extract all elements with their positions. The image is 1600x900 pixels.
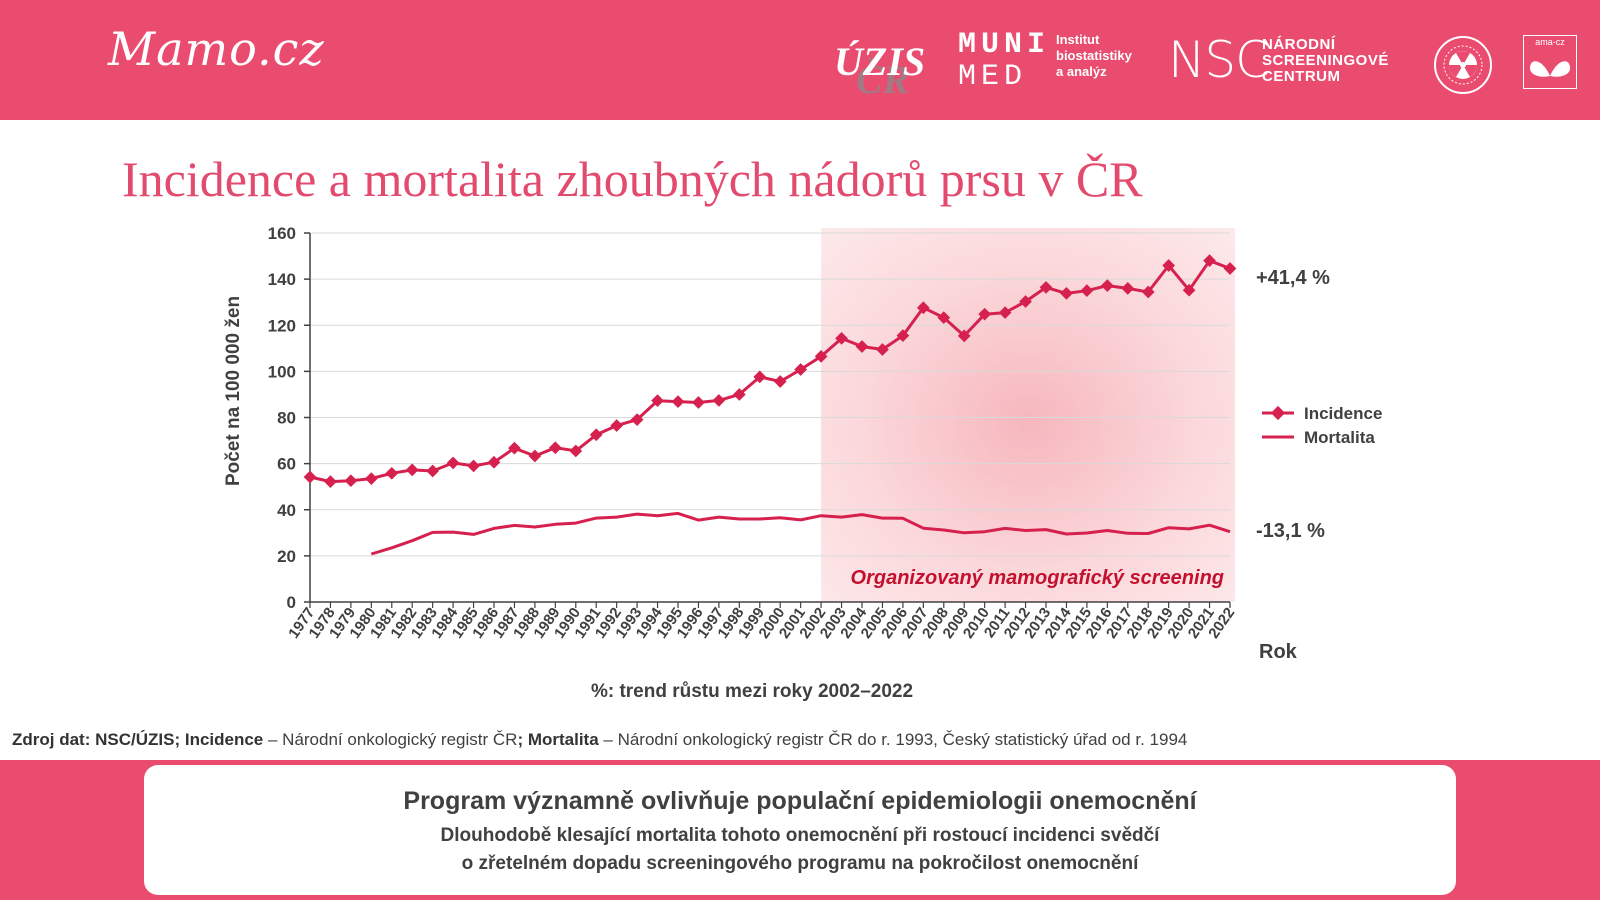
y-tick-label: 0 xyxy=(287,593,296,612)
seal-graphic xyxy=(1443,45,1483,85)
data-point-incidence xyxy=(446,456,460,470)
header-bar: Mamo.cz ČR ÚZIS MUNI MED Institut biosta… xyxy=(0,0,1600,120)
screening-label: Organizovaný mamografický screening xyxy=(851,567,1224,589)
ibia-logo-text: Institut biostatistiky a analýz xyxy=(1056,32,1132,80)
data-point-incidence xyxy=(467,459,480,473)
summary-card: Program významně ovlivňuje populační epi… xyxy=(144,765,1456,895)
data-point-incidence xyxy=(364,472,378,485)
source-mortality-text: – Národní onkologický registr ČR do r. 1… xyxy=(598,730,1188,749)
y-axis-label: Počet na 100 000 žen xyxy=(223,296,244,486)
y-tick-label: 120 xyxy=(268,316,296,335)
y-tick-label: 140 xyxy=(268,270,296,289)
data-source-note: Zdroj dat: NSC/ÚZIS; Incidence – Národní… xyxy=(12,730,1187,750)
mortality-trend-annotation: -13,1 % xyxy=(1256,520,1325,542)
nsc-line-2: SCREENINGOVÉ xyxy=(1262,52,1389,69)
summary-line-2: o zřetelném dopadu screeningového progra… xyxy=(461,853,1139,874)
data-point-incidence xyxy=(426,464,440,478)
source-mortality-label: ; Mortalita xyxy=(517,730,599,749)
y-axis-ticks: 0 20 40 60 80 100 120 140 160 xyxy=(268,224,310,612)
uzis-logo[interactable]: ČR ÚZIS xyxy=(834,38,926,102)
data-point-incidence xyxy=(487,455,501,469)
ibia-line-2: biostatistiky xyxy=(1056,48,1132,63)
ama-butterfly-icon xyxy=(1530,61,1570,77)
gridlines xyxy=(310,232,1230,557)
y-tick-label: 40 xyxy=(277,501,296,520)
muni-med-logo[interactable]: MUNI MED xyxy=(958,30,1050,92)
data-point-incidence xyxy=(385,466,399,480)
radiology-society-seal-icon[interactable] xyxy=(1434,36,1492,94)
data-point-incidence xyxy=(773,375,787,388)
muni-text: MUNI xyxy=(958,28,1051,62)
source-incidence-label: Incidence xyxy=(184,730,264,749)
source-lead: Zdroj dat: NSC/ÚZIS; xyxy=(12,730,181,749)
y-tick-label: 60 xyxy=(277,455,296,474)
nsc-logo[interactable]: NSC xyxy=(1168,31,1270,89)
mamo-logo[interactable]: Mamo.cz xyxy=(108,22,325,76)
chart-subtitle: %: trend růstu mezi roky 2002–2022 xyxy=(591,681,913,702)
data-point-incidence xyxy=(528,449,542,463)
nsc-line-3: CENTRUM xyxy=(1262,68,1341,85)
nsc-logo-text: NÁRODNÍ SCREENINGOVÉ CENTRUM xyxy=(1262,37,1389,85)
nsc-line-1: NÁRODNÍ xyxy=(1262,36,1336,53)
page-title: Incidence a mortalita zhoubných nádorů p… xyxy=(122,151,1143,207)
data-point-incidence xyxy=(610,419,624,432)
data-point-incidence xyxy=(303,470,317,484)
legend-incidence-label: Incidence xyxy=(1304,404,1382,423)
incidence-trend-annotation: +41,4 % xyxy=(1256,267,1330,289)
legend-mortality-label: Mortalita xyxy=(1304,428,1375,447)
x-axis-label: Rok xyxy=(1259,641,1298,663)
summary-line-1: Dlouhodobě klesající mortalita tohoto on… xyxy=(440,825,1160,846)
ama-text: ama-cz xyxy=(1535,37,1565,47)
data-point-incidence xyxy=(324,475,337,488)
series-line-mortalita xyxy=(370,511,1231,556)
series-line-incidence xyxy=(309,259,1231,484)
y-tick-label: 20 xyxy=(277,547,296,566)
ama-cz-logo[interactable]: ama-cz xyxy=(1523,35,1577,89)
uzis-logo-text: ÚZIS xyxy=(834,39,926,84)
data-point-incidence xyxy=(405,463,419,477)
x-axis-ticks: 1977197819791980198119821983198419851986… xyxy=(285,602,1238,642)
data-point-incidence xyxy=(548,441,562,455)
data-point-incidence xyxy=(712,394,726,407)
screening-period-shading xyxy=(821,228,1235,602)
summary-headline: Program významně ovlivňuje populační epi… xyxy=(403,787,1197,815)
legend-incidence-marker xyxy=(1270,405,1286,421)
data-point-incidence xyxy=(692,396,705,409)
y-tick-label: 100 xyxy=(268,362,296,381)
med-text: MED xyxy=(958,60,1028,94)
data-point-incidence xyxy=(671,395,685,408)
y-tick-label: 80 xyxy=(277,409,296,428)
ibia-line-3: a analýz xyxy=(1056,64,1107,79)
data-point-incidence xyxy=(344,474,358,488)
line-chart: 0 20 40 60 80 100 120 140 160 197719781979198019… xyxy=(223,224,1382,702)
source-incidence-text: – Národní onkologický registr ČR xyxy=(263,730,518,749)
uzis-logo-sub: ČR xyxy=(856,57,910,102)
ibia-line-1: Institut xyxy=(1056,32,1100,47)
legend: Incidence Mortalita xyxy=(1262,404,1382,447)
y-tick-label: 160 xyxy=(268,224,296,243)
